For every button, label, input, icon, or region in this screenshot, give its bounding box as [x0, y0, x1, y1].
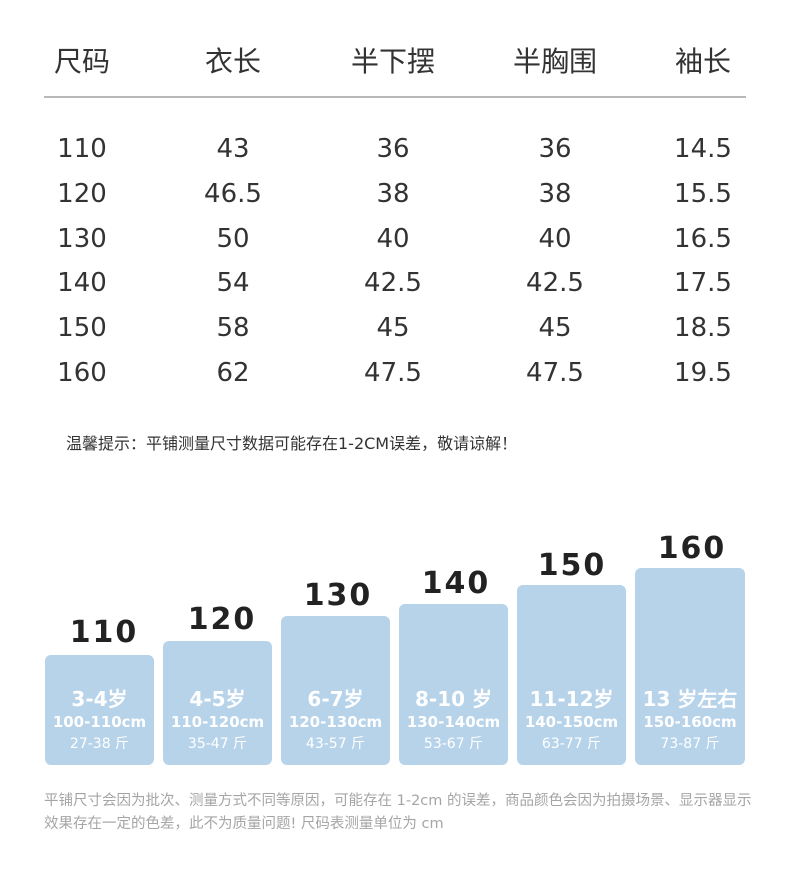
table-cell: 42.5 — [364, 268, 422, 298]
age-range: 3-4岁 — [71, 687, 128, 711]
table-cell: 40 — [376, 224, 410, 254]
table-cell: 38 — [376, 179, 410, 209]
table-cell: 50 — [216, 224, 250, 254]
table-cell: 16.5 — [674, 224, 732, 254]
table-cell: 160 — [57, 358, 107, 388]
header-divider — [44, 96, 746, 98]
measurement-tip: 温馨提示：平铺测量尺寸数据可能存在1-2CM误差，敬请谅解！ — [66, 434, 518, 453]
table-cell: 46.5 — [204, 179, 262, 209]
height-range: 120-130cm — [288, 713, 383, 731]
header-size: 尺码 — [53, 45, 111, 78]
weight-range: 35-47 斤 — [187, 736, 248, 752]
table-cell: 150 — [57, 313, 107, 343]
age-range: 11-12岁 — [529, 687, 614, 711]
weight-range: 43-57 斤 — [305, 736, 366, 752]
header-length: 衣长 — [204, 45, 262, 78]
table-cell: 40 — [538, 224, 572, 254]
age-range: 4-5岁 — [189, 687, 246, 711]
weight-range: 63-77 斤 — [541, 736, 602, 752]
footnote: 平铺尺寸会因为批次、测量方式不同等原因，可能存在 1-2cm 的误差，商品颜色会… — [44, 793, 752, 832]
size-label: 140 — [421, 566, 491, 601]
size-block: 6-7岁 120-130cm 43-57 斤 — [281, 616, 390, 765]
weight-range: 53-67 斤 — [423, 736, 484, 752]
table-cell: 62 — [216, 358, 250, 388]
table-cell: 45 — [376, 313, 410, 343]
size-block: 13 岁左右 150-160cm 73-87 斤 — [635, 568, 745, 765]
size-block: 11-12岁 140-150cm 63-77 斤 — [517, 585, 626, 765]
header-hem: 半下摆 — [350, 45, 436, 78]
size-block: 3-4岁 100-110cm 27-38 斤 — [45, 655, 154, 765]
size-block: 4-5岁 110-120cm 35-47 斤 — [163, 641, 272, 765]
header-chest: 半胸围 — [512, 45, 598, 78]
height-range: 110-120cm — [170, 713, 265, 731]
table-cell: 18.5 — [674, 313, 732, 343]
header-sleeve: 袖长 — [674, 45, 732, 78]
table-cell: 38 — [538, 179, 572, 209]
table-cell: 120 — [57, 179, 107, 209]
size-label: 160 — [657, 531, 727, 566]
table-cell: 42.5 — [526, 268, 584, 298]
size-label: 120 — [187, 602, 257, 637]
age-range: 13 岁左右 — [642, 687, 738, 711]
table-cell: 47.5 — [364, 358, 422, 388]
table-cell: 36 — [538, 134, 572, 164]
age-range: 6-7岁 — [307, 687, 364, 711]
table-cell: 47.5 — [526, 358, 584, 388]
age-range: 8-10 岁 — [414, 687, 492, 711]
table-cell: 14.5 — [674, 134, 732, 164]
height-range: 100-110cm — [52, 713, 147, 731]
table-cell: 110 — [57, 134, 107, 164]
table-cell: 54 — [216, 268, 250, 298]
weight-range: 73-87 斤 — [660, 736, 720, 752]
table-cell: 43 — [216, 134, 250, 164]
height-range: 130-140cm — [406, 713, 501, 731]
weight-range: 27-38 斤 — [69, 736, 130, 752]
height-range: 150-160cm — [643, 713, 737, 731]
table-cell: 17.5 — [674, 268, 732, 298]
table-cell: 15.5 — [674, 179, 732, 209]
height-range: 140-150cm — [524, 713, 619, 731]
size-block: 8-10 岁 130-140cm 53-67 斤 — [399, 604, 508, 765]
size-label: 130 — [303, 578, 373, 613]
size-label: 150 — [537, 548, 607, 583]
table-cell: 45 — [538, 313, 572, 343]
table-cell: 19.5 — [674, 358, 732, 388]
table-cell: 58 — [216, 313, 250, 343]
table-cell: 130 — [57, 224, 107, 254]
table-cell: 140 — [57, 268, 107, 298]
size-label: 110 — [69, 615, 139, 650]
table-cell: 36 — [376, 134, 410, 164]
